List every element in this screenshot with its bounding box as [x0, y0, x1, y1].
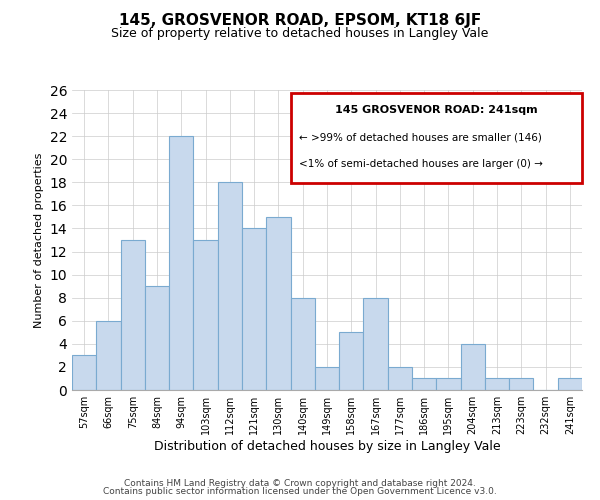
Text: 145, GROSVENOR ROAD, EPSOM, KT18 6JF: 145, GROSVENOR ROAD, EPSOM, KT18 6JF	[119, 12, 481, 28]
Text: Size of property relative to detached houses in Langley Vale: Size of property relative to detached ho…	[112, 28, 488, 40]
Bar	[388, 367, 412, 390]
Bar	[96, 321, 121, 390]
Bar	[145, 286, 169, 390]
Bar	[364, 298, 388, 390]
Bar	[461, 344, 485, 390]
Text: Contains HM Land Registry data © Crown copyright and database right 2024.: Contains HM Land Registry data © Crown c…	[124, 478, 476, 488]
Bar	[266, 217, 290, 390]
Bar	[558, 378, 582, 390]
Bar	[485, 378, 509, 390]
Bar	[218, 182, 242, 390]
Bar	[121, 240, 145, 390]
Bar	[339, 332, 364, 390]
Bar	[315, 367, 339, 390]
Bar	[242, 228, 266, 390]
Bar	[290, 298, 315, 390]
Bar	[509, 378, 533, 390]
Bar	[436, 378, 461, 390]
Bar	[412, 378, 436, 390]
X-axis label: Distribution of detached houses by size in Langley Vale: Distribution of detached houses by size …	[154, 440, 500, 453]
Text: Contains public sector information licensed under the Open Government Licence v3: Contains public sector information licen…	[103, 487, 497, 496]
Bar	[72, 356, 96, 390]
FancyBboxPatch shape	[291, 93, 582, 183]
Bar	[193, 240, 218, 390]
Text: ← >99% of detached houses are smaller (146): ← >99% of detached houses are smaller (1…	[299, 132, 542, 142]
Y-axis label: Number of detached properties: Number of detached properties	[34, 152, 44, 328]
Text: <1% of semi-detached houses are larger (0) →: <1% of semi-detached houses are larger (…	[299, 159, 543, 169]
Text: 145 GROSVENOR ROAD: 241sqm: 145 GROSVENOR ROAD: 241sqm	[335, 105, 538, 115]
Bar	[169, 136, 193, 390]
